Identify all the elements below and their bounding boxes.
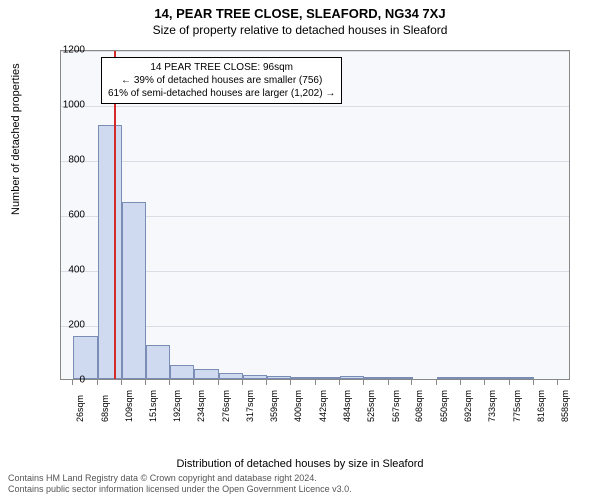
chart-container: 14, PEAR TREE CLOSE, SLEAFORD, NG34 7XJ …	[0, 0, 600, 500]
chart-area: 14 PEAR TREE CLOSE: 96sqm ← 39% of detac…	[60, 50, 570, 410]
histogram-bar	[389, 377, 413, 379]
xtick-label: 484sqm	[342, 390, 352, 422]
histogram-bar	[437, 377, 461, 379]
histogram-bar	[267, 376, 291, 379]
ytick-label: 1000	[45, 100, 85, 111]
xtick-mark	[388, 380, 389, 385]
histogram-bar	[170, 365, 194, 379]
gridline	[61, 161, 569, 162]
ytick-label: 200	[45, 320, 85, 331]
xtick-mark	[218, 380, 219, 385]
xtick-label: 276sqm	[221, 390, 231, 422]
histogram-bar	[243, 375, 267, 379]
ytick-label: 800	[45, 155, 85, 166]
histogram-bar	[98, 125, 122, 379]
ytick-label: 1200	[45, 45, 85, 56]
y-axis-label: Number of detached properties	[10, 63, 22, 215]
xtick-mark	[121, 380, 122, 385]
xtick-label: 317sqm	[245, 390, 255, 422]
ytick-label: 600	[45, 210, 85, 221]
histogram-bar	[122, 202, 146, 379]
xtick-label: 400sqm	[293, 390, 303, 422]
gridline	[61, 51, 569, 52]
histogram-bar	[510, 377, 534, 379]
xtick-mark	[97, 380, 98, 385]
xtick-label: 567sqm	[391, 390, 401, 422]
plot-area: 14 PEAR TREE CLOSE: 96sqm ← 39% of detac…	[60, 50, 570, 380]
xtick-label: 858sqm	[560, 390, 570, 422]
histogram-bar	[146, 345, 170, 379]
xtick-label: 525sqm	[366, 390, 376, 422]
xtick-label: 68sqm	[100, 395, 110, 422]
ytick-label: 400	[45, 265, 85, 276]
xtick-mark	[242, 380, 243, 385]
histogram-bar	[461, 377, 485, 379]
xtick-label: 442sqm	[318, 390, 328, 422]
histogram-bar	[340, 376, 364, 379]
footer: Contains HM Land Registry data © Crown c…	[8, 473, 352, 496]
xtick-mark	[557, 380, 558, 385]
footer-line2: Contains public sector information licen…	[8, 484, 352, 496]
xtick-mark	[509, 380, 510, 385]
xtick-label: 650sqm	[439, 390, 449, 422]
xtick-mark	[315, 380, 316, 385]
xtick-mark	[169, 380, 170, 385]
xtick-mark	[411, 380, 412, 385]
histogram-bar	[73, 336, 97, 379]
histogram-bar	[291, 377, 315, 379]
footer-line1: Contains HM Land Registry data © Crown c…	[8, 473, 352, 485]
xtick-label: 234sqm	[196, 390, 206, 422]
xtick-mark	[145, 380, 146, 385]
xtick-label: 26sqm	[75, 395, 85, 422]
xtick-label: 359sqm	[269, 390, 279, 422]
annotation-box: 14 PEAR TREE CLOSE: 96sqm ← 39% of detac…	[101, 57, 342, 104]
xtick-label: 608sqm	[414, 390, 424, 422]
xtick-label: 692sqm	[463, 390, 473, 422]
xtick-mark	[193, 380, 194, 385]
xtick-label: 816sqm	[536, 390, 546, 422]
x-axis-label: Distribution of detached houses by size …	[0, 458, 600, 470]
xtick-mark	[266, 380, 267, 385]
xtick-mark	[460, 380, 461, 385]
xtick-label: 775sqm	[512, 390, 522, 422]
gridline	[61, 106, 569, 107]
ytick-label: 0	[45, 375, 85, 386]
annotation-line2: ← 39% of detached houses are smaller (75…	[108, 74, 335, 87]
xtick-mark	[436, 380, 437, 385]
xtick-label: 109sqm	[124, 390, 134, 422]
xtick-label: 733sqm	[487, 390, 497, 422]
annotation-line1: 14 PEAR TREE CLOSE: 96sqm	[108, 61, 335, 74]
histogram-bar	[219, 373, 243, 379]
xtick-mark	[484, 380, 485, 385]
xtick-label: 151sqm	[148, 390, 158, 422]
annotation-line3: 61% of semi-detached houses are larger (…	[108, 87, 335, 100]
chart-subtitle: Size of property relative to detached ho…	[0, 21, 600, 37]
xtick-mark	[290, 380, 291, 385]
histogram-bar	[485, 377, 509, 379]
xtick-mark	[363, 380, 364, 385]
chart-title: 14, PEAR TREE CLOSE, SLEAFORD, NG34 7XJ	[0, 0, 600, 21]
xtick-label: 192sqm	[172, 390, 182, 422]
xtick-mark	[533, 380, 534, 385]
xtick-mark	[339, 380, 340, 385]
histogram-bar	[194, 369, 218, 379]
histogram-bar	[316, 377, 340, 379]
histogram-bar	[364, 377, 388, 379]
